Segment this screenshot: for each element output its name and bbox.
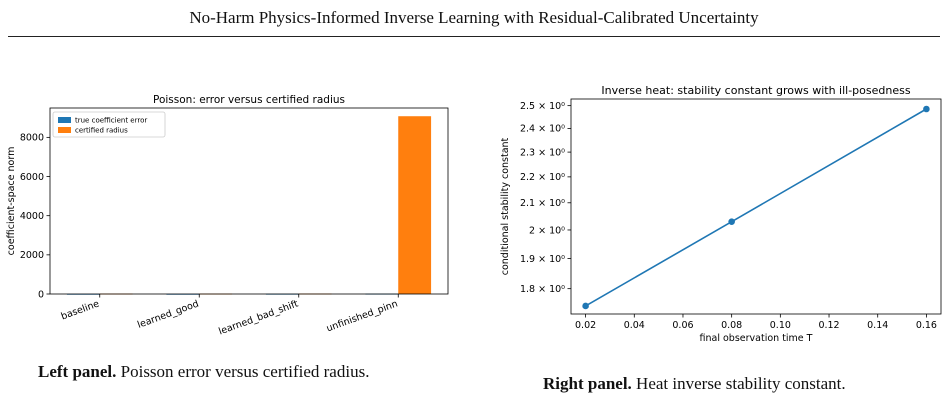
y-tick-label: 2.5 × 10⁰ (520, 101, 565, 112)
y-tick-label: 2.3 × 10⁰ (520, 147, 565, 158)
y-tick-label: 2.4 × 10⁰ (520, 124, 565, 135)
chart-title: Inverse heat: stability constant grows w… (601, 84, 910, 97)
x-axis-label: final observation time T (700, 333, 813, 344)
legend-box (52, 111, 166, 138)
right-caption-label: Right panel. (543, 374, 632, 393)
x-tick-label: 0.08 (721, 320, 742, 331)
x-tick-label: learned_good (136, 298, 200, 330)
right-caption: Right panel. Heat inverse stability cons… (543, 374, 846, 394)
data-point (582, 302, 589, 310)
left-caption-text: Poisson error versus certified radius. (116, 362, 370, 381)
x-tick-label: 0.12 (818, 320, 839, 331)
data-point (923, 105, 930, 113)
legend-swatch (58, 117, 71, 123)
x-tick-label: 0.10 (770, 320, 791, 331)
left-caption-label: Left panel. (38, 362, 117, 381)
left-caption: Left panel. Poisson error versus certifi… (38, 362, 369, 382)
y-tick-label: 8000 (20, 133, 44, 144)
y-tick-label: 1.8 × 10⁰ (520, 284, 565, 295)
x-tick-label: 0.16 (916, 320, 937, 331)
x-tick-label: 0.06 (672, 320, 693, 331)
y-tick-label: 4000 (20, 211, 44, 222)
legend-label: true coefficient error (75, 117, 147, 125)
paper-title: No-Harm Physics-Informed Inverse Learnin… (189, 8, 759, 27)
y-tick-label: 1.9 × 10⁰ (520, 254, 565, 265)
y-tick-label: 2 × 10⁰ (529, 225, 565, 236)
y-axis-label: coefficient-space norm (6, 147, 17, 256)
y-axis-label: conditional stability constant (500, 137, 511, 275)
legend-label: certified radius (75, 127, 128, 135)
right-caption-text: Heat inverse stability constant. (631, 374, 846, 393)
series-line (585, 108, 927, 307)
y-tick-label: 0 (38, 289, 44, 300)
y-tick-label: 2000 (20, 250, 44, 261)
y-tick-label: 2.2 × 10⁰ (520, 172, 565, 183)
data-point (728, 218, 735, 225)
x-tick-label: baseline (60, 298, 101, 322)
right-line-chart: Inverse heat: stability constant grows w… (500, 84, 942, 344)
header-rule (8, 36, 940, 37)
x-tick-label: 0.14 (867, 320, 888, 331)
x-tick-label: learned_bad_shift (217, 298, 300, 337)
x-tick-label: 0.04 (624, 320, 645, 331)
plot-frame (570, 98, 942, 315)
x-tick-label: 0.02 (575, 320, 596, 331)
y-tick-label: 2.1 × 10⁰ (520, 198, 565, 209)
bar-unfinished_pinn-1 (398, 116, 432, 294)
chart-title: Poisson: error versus certified radius (153, 94, 345, 106)
plot-frame (49, 107, 449, 295)
y-tick-label: 6000 (20, 172, 44, 183)
left-bar-chart: Poisson: error versus certified radius ba… (6, 94, 449, 337)
x-tick-label: unfinished_pinn (325, 298, 399, 334)
legend-swatch (58, 127, 71, 133)
